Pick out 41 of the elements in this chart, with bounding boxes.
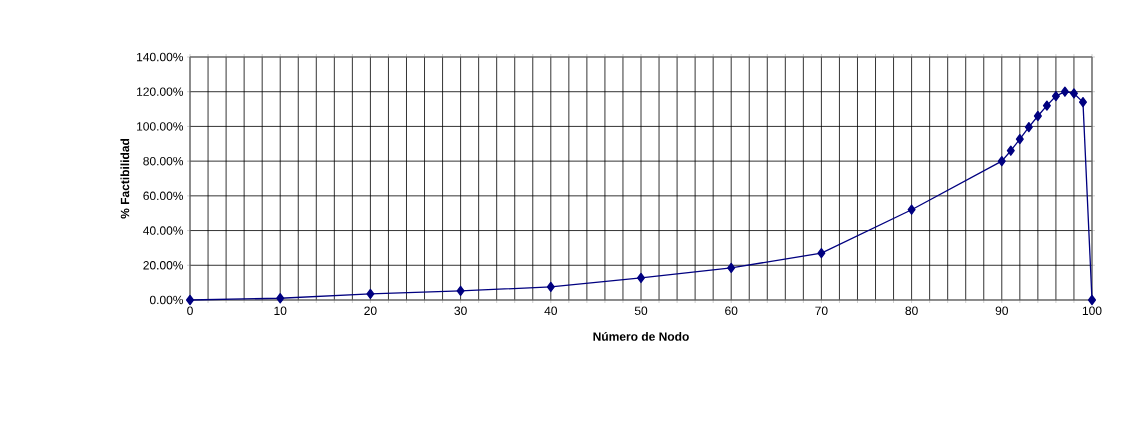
y-tick-label: 20.00% (143, 261, 184, 270)
point (907, 204, 916, 215)
point (1060, 86, 1069, 97)
point (185, 294, 195, 306)
y-tick-label: 0.00% (149, 295, 184, 305)
point (1087, 294, 1097, 306)
x-tick-label: 40 (544, 306, 558, 316)
y-axis-title: % Factibilidad (120, 138, 130, 219)
y-tick-label: 120.00% (137, 87, 184, 96)
point (1078, 96, 1087, 108)
x-tick-label: 30 (454, 306, 467, 316)
point (366, 288, 375, 300)
point (1033, 110, 1042, 122)
x-tick-label: 10 (274, 306, 287, 316)
point (817, 247, 826, 259)
x-axis-title: Número de Nodo (593, 331, 689, 341)
x-tick-label: 90 (995, 306, 1008, 316)
x-tick-label: 60 (725, 306, 738, 316)
y-tick-label: 40.00% (143, 226, 184, 235)
y-tick-label: 80.00% (143, 156, 184, 166)
y-tick-label: 60.00% (143, 191, 184, 201)
x-tick-label: 100 (1082, 306, 1102, 316)
point (997, 155, 1006, 167)
point (456, 285, 465, 296)
point (1042, 100, 1051, 111)
y-tick-label: 100.00% (137, 122, 184, 131)
point (1024, 121, 1033, 133)
point (727, 262, 736, 274)
point (1006, 145, 1015, 156)
point (1051, 90, 1060, 102)
point (1069, 88, 1078, 99)
x-tick-label: 70 (815, 306, 828, 316)
x-tick-label: 50 (634, 306, 648, 316)
x-tick-label: 80 (905, 306, 918, 316)
x-tick-label: 0 (187, 306, 193, 316)
point (276, 293, 285, 304)
point (636, 272, 646, 284)
point (546, 281, 555, 293)
y-tick-label: 140.00% (137, 52, 184, 62)
x-tick-label: 20 (364, 306, 377, 316)
point (1015, 133, 1024, 145)
